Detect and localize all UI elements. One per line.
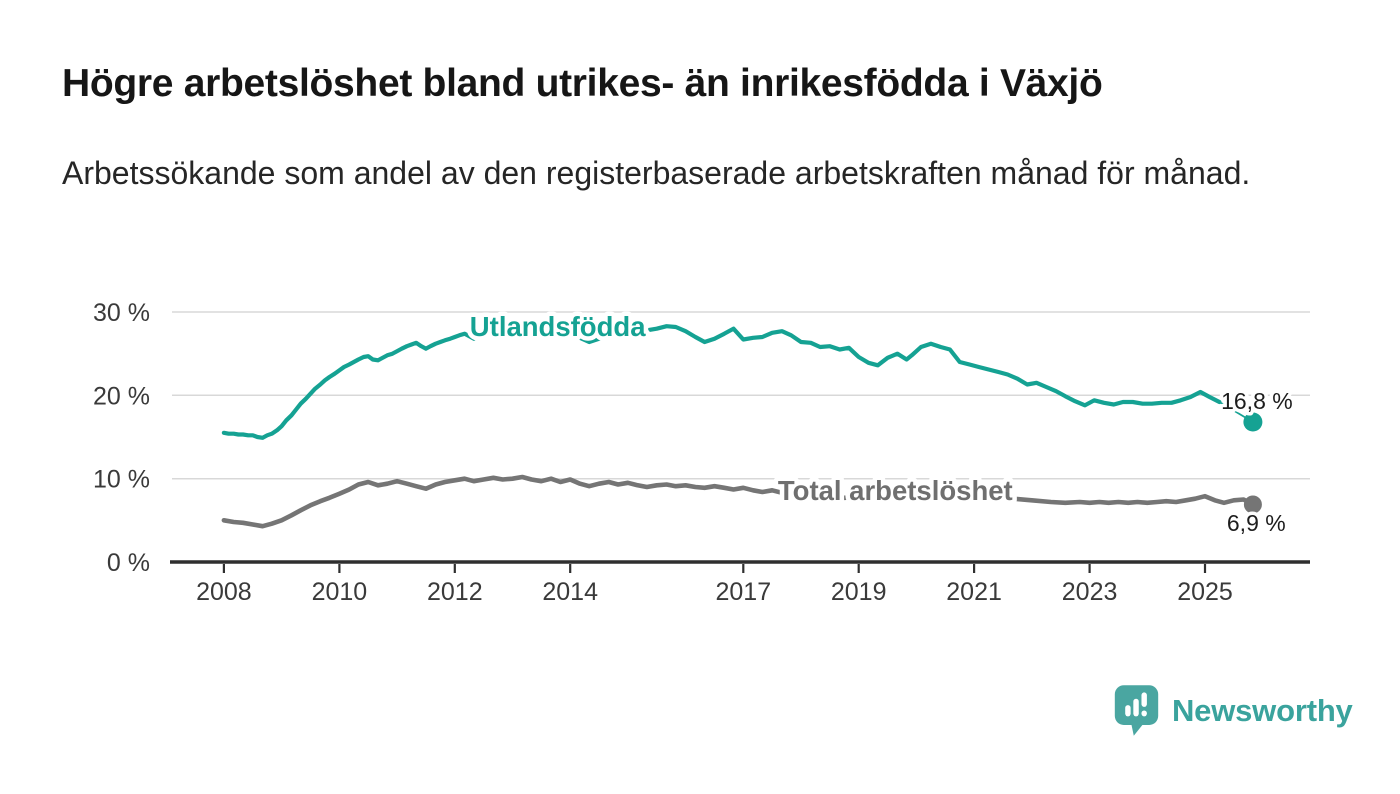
x-axis-tick-label: 2014 <box>542 578 598 606</box>
x-axis-tick-label: 2008 <box>196 578 252 606</box>
end-value-label: 6,9 % <box>1227 510 1286 536</box>
series-line-total <box>221 474 1256 529</box>
series-end-dot <box>1243 412 1263 432</box>
chart-subtitle: Arbetssökande som andel av den registerb… <box>62 155 1251 191</box>
series-label: Total arbetslöshet <box>778 475 1013 506</box>
newsworthy-brand-name: Newsworthy <box>1172 692 1353 728</box>
x-axis-tick-label: 2023 <box>1062 578 1118 606</box>
x-axis-tick-label: 2017 <box>715 578 771 606</box>
y-axis-tick-label: 0 % <box>107 549 150 577</box>
series-label: Utlandsfödda <box>470 311 646 342</box>
x-axis-tick-label: 2010 <box>312 578 368 606</box>
x-axis-tick-label: 2019 <box>831 578 887 606</box>
bar-chart-speech-bubble-icon <box>1114 685 1159 736</box>
y-axis-tick-label: 30 % <box>93 299 150 327</box>
y-axis-tick-label: 10 % <box>93 466 150 494</box>
end-value-label: 16,8 % <box>1221 388 1293 414</box>
x-axis-tick-label: 2025 <box>1177 578 1233 606</box>
x-axis-tick-label: 2021 <box>946 578 1002 606</box>
y-axis-tick-label: 20 % <box>93 382 150 410</box>
page-title: Högre arbetslöshet bland utrikes- än inr… <box>62 62 1103 105</box>
series-end-dot <box>1243 495 1262 514</box>
newsworthy-logo: Newsworthy <box>1113 684 1353 737</box>
series-line-utlandsfodda <box>221 324 1222 440</box>
x-axis-tick-label: 2012 <box>427 578 483 606</box>
